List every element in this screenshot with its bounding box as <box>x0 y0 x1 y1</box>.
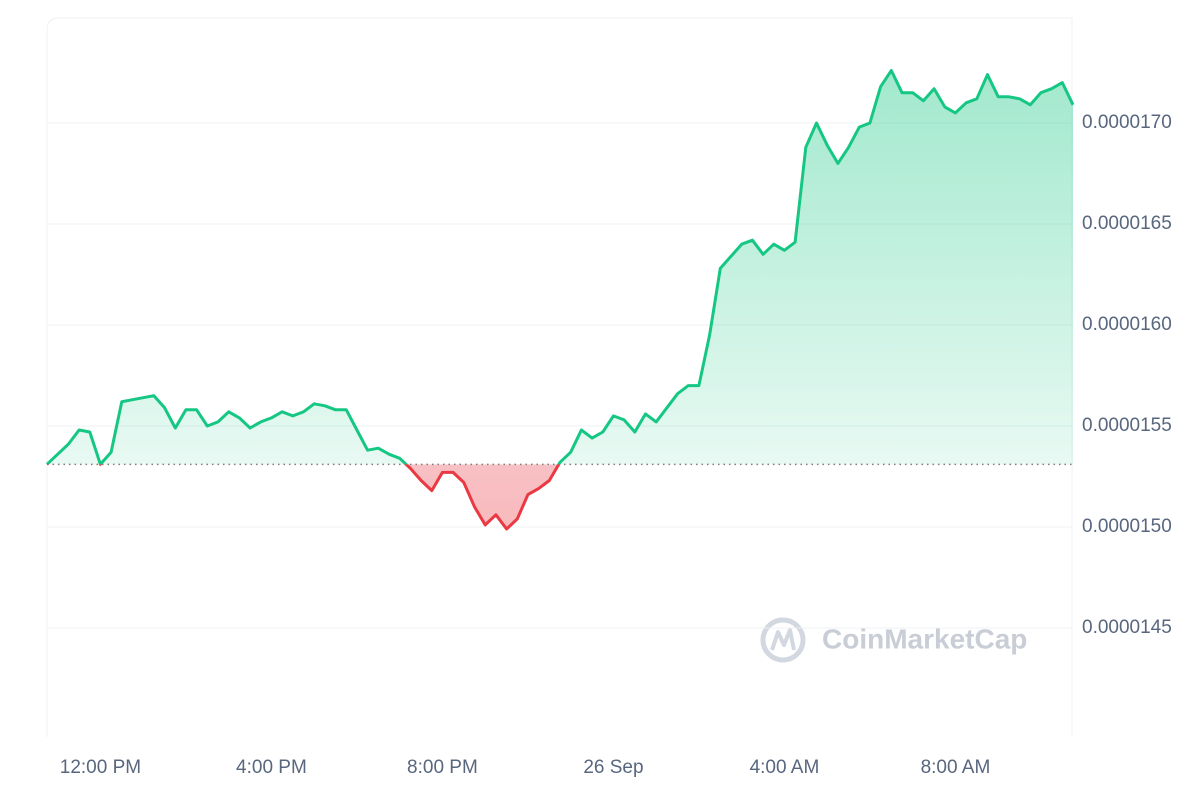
x-tick-label: 26 Sep <box>583 757 643 778</box>
watermark: CoinMarketCap <box>822 623 1027 654</box>
x-tick-label: 12:00 PM <box>60 757 141 778</box>
watermark-logo <box>760 617 806 663</box>
x-tick-label: 8:00 PM <box>407 757 478 778</box>
y-tick-label: 0.0000160 <box>1082 314 1172 335</box>
y-tick-label: 0.0000150 <box>1082 516 1172 537</box>
y-tick-label: 0.0000145 <box>1082 617 1172 638</box>
price-line-up <box>45 69 1075 465</box>
y-tick-label: 0.0000165 <box>1082 213 1172 234</box>
area-up <box>47 70 1073 465</box>
y-tick-label: 0.0000170 <box>1082 112 1172 133</box>
x-tick-label: 8:00 AM <box>921 757 991 778</box>
x-tick-label: 4:00 PM <box>236 757 307 778</box>
plot-frame <box>46 17 1073 737</box>
y-tick-label: 0.0000155 <box>1082 415 1172 436</box>
x-tick-label: 4:00 AM <box>750 757 820 778</box>
